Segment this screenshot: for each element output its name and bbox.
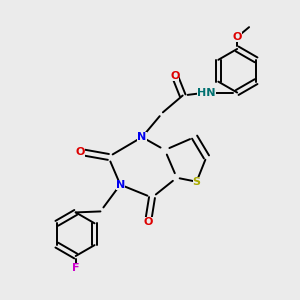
- Text: HN: HN: [197, 88, 216, 98]
- Text: O: O: [76, 147, 85, 157]
- Text: N: N: [116, 180, 125, 190]
- Text: S: S: [193, 177, 201, 187]
- Text: O: O: [170, 71, 179, 81]
- Text: N: N: [137, 132, 147, 142]
- Text: F: F: [72, 263, 80, 273]
- Text: O: O: [143, 217, 153, 227]
- Text: O: O: [232, 32, 242, 42]
